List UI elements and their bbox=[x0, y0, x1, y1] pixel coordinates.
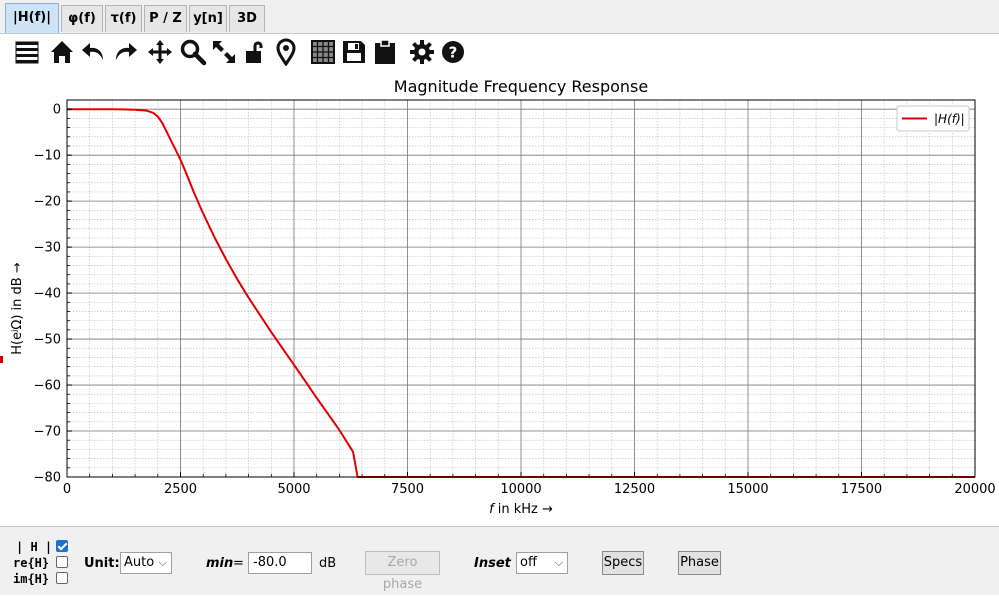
y-tick-label: −80 bbox=[34, 471, 61, 486]
unit-select[interactable]: Auto ⌵ bbox=[120, 552, 172, 574]
tab-bar: |H(f)| φ(f) τ(f) P / Z y[n] 3D bbox=[0, 0, 999, 34]
re-h-checkbox[interactable] bbox=[56, 556, 68, 568]
chart-title: Magnitude Frequency Response bbox=[394, 77, 648, 96]
tab-magnitude[interactable]: |H(f)| bbox=[5, 3, 59, 33]
phase-button[interactable]: Phase bbox=[678, 551, 721, 575]
x-tick-label: 0 bbox=[63, 482, 71, 497]
help-icon[interactable]: ? bbox=[439, 38, 467, 66]
plot-toolbar: ? bbox=[0, 34, 999, 70]
control-bar: | H | re{H} im{H} Unit: Auto ⌵ min = -80… bbox=[0, 526, 999, 595]
x-tick-label: 10000 bbox=[500, 482, 541, 497]
y-tick-label: −50 bbox=[34, 333, 61, 348]
magnitude-chart[interactable]: 0 2500 5000 7500 10000 12500 15000 17500 20000 0−… bbox=[0, 70, 999, 525]
splitter-marker bbox=[0, 356, 3, 363]
inset-select[interactable]: off ⌵ bbox=[516, 552, 568, 574]
pan-icon[interactable] bbox=[146, 38, 174, 66]
chevron-down-icon: ⌵ bbox=[554, 556, 563, 569]
fit-icon[interactable] bbox=[210, 38, 238, 66]
chart-svg[interactable]: 0 2500 5000 7500 10000 12500 15000 17500 200000−… bbox=[0, 70, 999, 525]
x-tick-label: 5000 bbox=[277, 482, 310, 497]
series-line-0[interactable] bbox=[67, 108, 975, 478]
unit-label: Unit: bbox=[84, 556, 120, 571]
clipboard-icon[interactable] bbox=[371, 38, 399, 66]
im-h-checkbox[interactable] bbox=[56, 572, 68, 584]
x-tick-label: 2500 bbox=[164, 482, 197, 497]
re-h-label: re{H} bbox=[13, 556, 50, 570]
settings-icon[interactable] bbox=[408, 38, 436, 66]
y-axis-label: H(eʲΩ) in dB → bbox=[10, 262, 25, 355]
home-icon[interactable] bbox=[48, 38, 76, 66]
tab-impulse-response[interactable]: y[n] bbox=[189, 5, 227, 32]
inset-select-value: off bbox=[520, 555, 537, 570]
x-axis-label: f in kHz → bbox=[489, 502, 553, 517]
tab-group-delay[interactable]: τ(f) bbox=[105, 5, 142, 32]
x-tick-label: 20000 bbox=[954, 482, 995, 497]
specs-button[interactable]: Specs bbox=[602, 551, 644, 575]
lock-icon[interactable] bbox=[241, 38, 269, 66]
tab-3d[interactable]: 3D bbox=[229, 5, 265, 32]
marker-icon[interactable] bbox=[272, 38, 300, 66]
y-tick-label: −60 bbox=[34, 379, 61, 394]
legend-box bbox=[896, 105, 970, 132]
x-tick-label: 7500 bbox=[391, 482, 424, 497]
y-tick-label: −20 bbox=[34, 195, 61, 210]
save-icon[interactable] bbox=[340, 38, 368, 66]
h-magnitude-checkbox[interactable] bbox=[56, 540, 68, 552]
min-equals: = bbox=[233, 556, 244, 571]
y-tick-label: 0 bbox=[53, 103, 61, 118]
redo-icon[interactable] bbox=[111, 38, 139, 66]
legend-label: |H(f)| bbox=[934, 112, 965, 126]
svg-text:?: ? bbox=[449, 44, 458, 62]
h-magnitude-label: | H | bbox=[16, 540, 53, 554]
unit-select-value: Auto bbox=[124, 555, 155, 570]
zero-phase-button[interactable]: Zero phase bbox=[365, 551, 440, 592]
x-tick-label: 12500 bbox=[614, 482, 655, 497]
menu-icon[interactable] bbox=[13, 38, 41, 66]
x-tick-label: 15000 bbox=[727, 482, 768, 497]
min-unit: dB bbox=[319, 556, 337, 571]
undo-icon[interactable] bbox=[80, 38, 108, 66]
im-h-label: im{H} bbox=[13, 572, 50, 586]
x-tick-label: 17500 bbox=[841, 482, 882, 497]
min-input[interactable]: -80.0 bbox=[248, 552, 312, 574]
min-label: min bbox=[206, 556, 234, 571]
y-tick-label: −40 bbox=[34, 287, 61, 302]
y-tick-label: −10 bbox=[34, 149, 61, 164]
tab-phase[interactable]: φ(f) bbox=[61, 5, 103, 32]
zoom-icon[interactable] bbox=[179, 38, 207, 66]
y-tick-label: −70 bbox=[34, 425, 61, 440]
y-tick-label: −30 bbox=[34, 241, 61, 256]
tab-pole-zero[interactable]: P / Z bbox=[144, 5, 187, 32]
inset-label: Inset bbox=[474, 556, 511, 571]
grid-icon[interactable] bbox=[309, 38, 337, 66]
chevron-down-icon: ⌵ bbox=[158, 556, 167, 569]
